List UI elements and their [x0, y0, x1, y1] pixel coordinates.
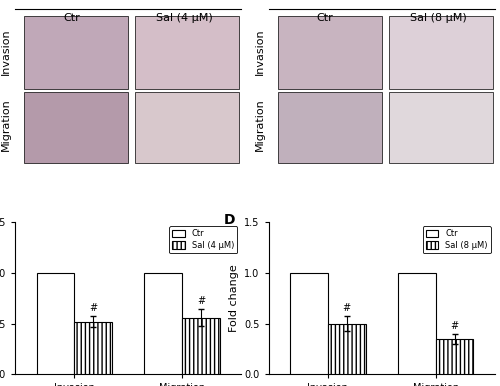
Bar	[388, 92, 492, 163]
Text: Migration: Migration	[1, 98, 11, 151]
Bar	[398, 273, 436, 374]
Bar	[135, 92, 239, 163]
Y-axis label: Fold change: Fold change	[228, 264, 238, 332]
Bar	[74, 322, 112, 374]
Text: Migration: Migration	[254, 98, 264, 151]
Bar	[290, 273, 328, 374]
Text: #: #	[342, 303, 351, 313]
Text: Sal (8 μM): Sal (8 μM)	[410, 13, 467, 23]
Bar	[388, 16, 492, 89]
Legend: Ctr, Sal (4 μM): Ctr, Sal (4 μM)	[169, 226, 237, 253]
Bar	[278, 92, 382, 163]
Bar	[36, 273, 74, 374]
Text: Sal (4 μM): Sal (4 μM)	[156, 13, 213, 23]
Bar	[182, 318, 220, 374]
Bar	[24, 92, 128, 163]
Bar	[24, 16, 128, 89]
Text: Invasion: Invasion	[1, 28, 11, 74]
Bar	[278, 16, 382, 89]
Bar	[328, 323, 366, 374]
Bar	[144, 273, 182, 374]
Bar	[436, 339, 474, 374]
Text: Ctr: Ctr	[63, 13, 80, 23]
Text: #: #	[89, 303, 97, 313]
Bar	[135, 16, 239, 89]
Text: Invasion: Invasion	[254, 28, 264, 74]
Text: #: #	[197, 296, 205, 306]
Text: D: D	[224, 213, 235, 227]
Legend: Ctr, Sal (8 μM): Ctr, Sal (8 μM)	[422, 226, 491, 253]
Text: Ctr: Ctr	[317, 13, 334, 23]
Text: #: #	[450, 321, 458, 331]
